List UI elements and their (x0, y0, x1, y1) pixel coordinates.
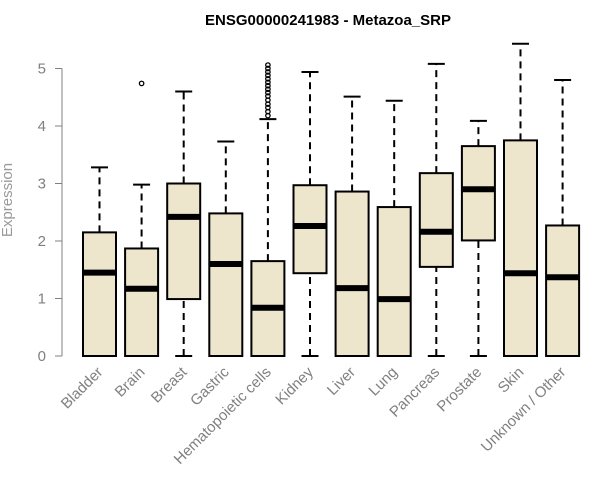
box-breast (166, 90, 202, 357)
outlier-point (265, 89, 271, 96)
box-iqr (124, 247, 160, 358)
box-iqr (292, 184, 328, 275)
box-iqr (334, 190, 370, 357)
outlier-point (265, 69, 271, 75)
x-tick-label: Bladder (58, 364, 107, 413)
box-gastric (208, 140, 244, 357)
y-axis-label: Expression (0, 163, 16, 237)
x-tick-label: Liver (324, 364, 359, 399)
x-tick-label: Prostate (434, 364, 486, 416)
box-iqr (82, 231, 117, 357)
outlier-point (265, 82, 271, 89)
box-hematopoietic-cells (250, 62, 286, 357)
outlier-point (265, 62, 271, 68)
y-tick-label: 0 (38, 348, 46, 365)
y-tick-label: 3 (38, 176, 46, 193)
outlier-point (265, 76, 271, 82)
outlier-point (265, 104, 271, 111)
box-lung (376, 99, 412, 357)
box-kidney (292, 70, 328, 357)
box-iqr (208, 212, 244, 357)
box-prostate (460, 119, 496, 357)
box-iqr (166, 182, 202, 301)
x-tick-label: Breast (148, 363, 191, 406)
outlier-point (138, 80, 145, 87)
y-tick-label: 2 (38, 233, 46, 250)
x-tick-label: Lung (365, 364, 401, 400)
y-tick-label: 1 (38, 291, 46, 308)
box-pancreas (418, 62, 454, 357)
y-tick-label: 5 (38, 61, 46, 78)
box-skin (503, 42, 538, 357)
outlier-point (265, 72, 271, 79)
x-tick-label: Skin (495, 364, 528, 397)
outlier-point (265, 79, 271, 86)
box-iqr (503, 139, 538, 357)
outlier-point (265, 86, 271, 93)
plot-area (82, 42, 581, 358)
box-iqr (376, 206, 412, 357)
x-tick-label: Brain (112, 364, 149, 401)
box-liver (334, 95, 370, 357)
box-brain (124, 80, 160, 358)
outlier-point (265, 65, 271, 72)
box-unknown-other (545, 79, 581, 357)
box-iqr (460, 145, 496, 242)
box-iqr (418, 172, 454, 268)
y-tick-label: 4 (38, 118, 46, 135)
box-iqr (545, 224, 581, 357)
y-axis: 0 1 2 3 4 5 (38, 61, 63, 365)
outlier-point (265, 93, 271, 99)
x-tick-label: Kidney (272, 363, 317, 408)
box-bladder (82, 166, 117, 357)
chart-title: ENSG00000241983 - Metazoa_SRP (205, 12, 451, 29)
